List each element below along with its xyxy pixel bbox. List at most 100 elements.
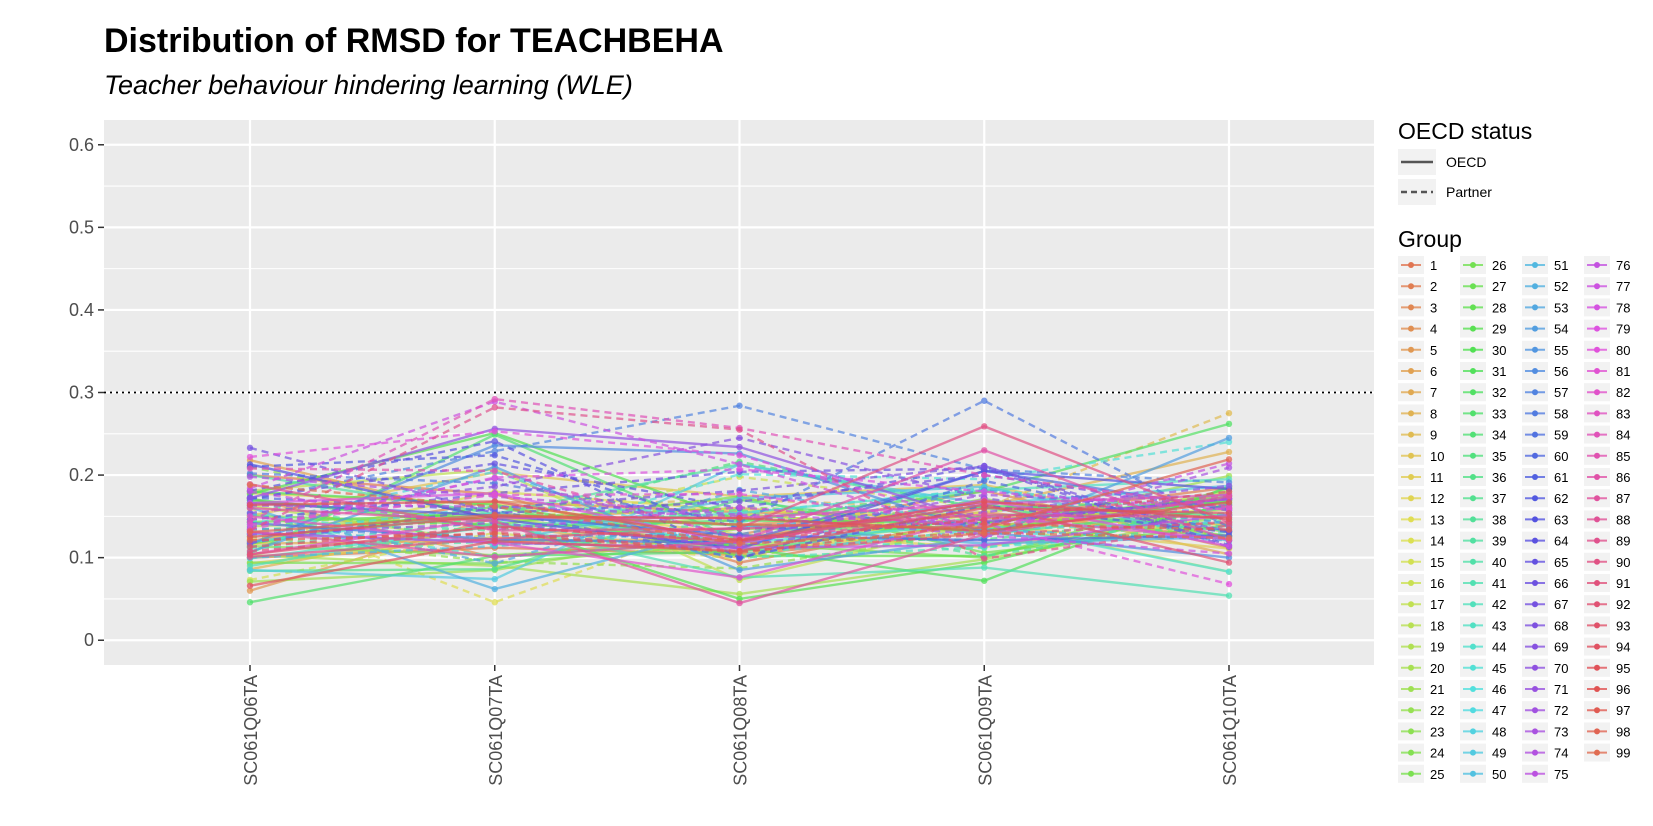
legend-item-group-15: 15 (1398, 552, 1444, 571)
legend-key-point (1532, 770, 1538, 777)
legend-key-point (1470, 601, 1476, 608)
series-line-71 (249, 484, 1230, 548)
legend-item-group-73: 73 (1522, 722, 1568, 741)
legend-item-group-81: 81 (1584, 362, 1630, 380)
legend-group-label: 64 (1554, 534, 1568, 549)
data-point (1225, 515, 1233, 523)
legend-key-point (1594, 558, 1600, 565)
legend-group-label: 61 (1554, 470, 1568, 485)
legend-key-point (1408, 389, 1414, 396)
legend-key-point (1594, 728, 1600, 735)
data-point (491, 460, 498, 467)
legend-group-label: 38 (1492, 512, 1506, 527)
legend-key-point (1594, 431, 1600, 438)
data-point (981, 498, 988, 505)
data-point (246, 501, 254, 509)
legend-key-point (1594, 474, 1600, 480)
legend-key-point (1532, 431, 1538, 438)
legend-item-group-70: 70 (1522, 658, 1568, 677)
legend-item-group-37: 37 (1460, 489, 1506, 508)
data-point (1225, 409, 1233, 417)
legend-group-label: 39 (1492, 534, 1506, 549)
legend-key-point (1532, 474, 1538, 480)
legend-group-label: 37 (1492, 491, 1506, 506)
legend-key-point (1408, 474, 1414, 480)
legend-key-point (1532, 283, 1538, 290)
legend-item-group-98: 98 (1584, 722, 1630, 741)
legend-key-point (1594, 707, 1600, 714)
legend-item-group-69: 69 (1522, 637, 1568, 656)
legend-group-label: 59 (1554, 428, 1568, 443)
legend-group-label: 15 (1430, 555, 1444, 570)
legend-key-point (1594, 643, 1600, 650)
legend-group-label: 14 (1430, 534, 1444, 549)
legend-key-point (1470, 304, 1476, 311)
legend-key-point (1532, 686, 1538, 692)
legend-group-label: 8 (1430, 406, 1437, 421)
legend-group-label: 26 (1492, 258, 1506, 273)
legend-item-group-71: 71 (1522, 680, 1568, 698)
legend-group-label: 71 (1554, 682, 1568, 697)
legend-item-group-18: 18 (1398, 616, 1444, 635)
data-point (1225, 448, 1233, 456)
legend-item-group-65: 65 (1522, 552, 1568, 571)
legend-item-group-48: 48 (1460, 722, 1506, 741)
legend-item-group-10: 10 (1398, 446, 1444, 465)
legend-item-group-97: 97 (1584, 701, 1630, 720)
legend-key-point (1408, 304, 1414, 311)
data-point (491, 491, 498, 499)
data-point (981, 504, 988, 512)
legend-key-point (1532, 368, 1538, 374)
data-point (736, 452, 743, 459)
legend-item-group-94: 94 (1584, 637, 1630, 656)
legend-key-point (1470, 622, 1476, 629)
legend-group-label: 86 (1616, 470, 1630, 485)
legend-key-point (1532, 495, 1538, 502)
legend-item-group-19: 19 (1398, 637, 1444, 656)
data-point (246, 513, 254, 520)
legend-key-point (1470, 707, 1476, 714)
legend-item-group-49: 49 (1460, 743, 1506, 762)
legend-group-label: 80 (1616, 343, 1630, 358)
legend-item-group-20: 20 (1398, 658, 1444, 677)
legend-item-group-16: 16 (1398, 574, 1444, 592)
data-point (491, 537, 498, 545)
legend-key-point (1532, 728, 1538, 735)
legend-key-point (1470, 770, 1476, 777)
legend-group-label: 94 (1616, 640, 1630, 655)
legend-oecd-label: Partner (1446, 184, 1492, 200)
legend-item-group-5: 5 (1398, 340, 1437, 359)
legend-group-label: 60 (1554, 449, 1568, 464)
data-point (1225, 550, 1233, 557)
legend-group-label: 96 (1616, 682, 1630, 697)
legend-item-group-29: 29 (1460, 319, 1506, 338)
series-line-45 (249, 440, 1230, 546)
legend-group-label: 4 (1430, 322, 1437, 337)
data-point (736, 599, 743, 607)
data-point (491, 518, 498, 525)
y-tick-label: 0.6 (69, 135, 94, 155)
legend-item-group-44: 44 (1460, 637, 1506, 656)
series-99 (246, 481, 1233, 547)
legend-item-group-22: 22 (1398, 701, 1444, 720)
legend-key-point (1470, 643, 1476, 650)
legend-group-label: 82 (1616, 385, 1630, 400)
legend-item-group-86: 86 (1584, 468, 1630, 486)
legend-group-label: 20 (1430, 661, 1444, 676)
legend-group-label: 53 (1554, 300, 1568, 315)
legend-group-label: 97 (1616, 703, 1630, 718)
data-point (1225, 456, 1233, 463)
legend-item-group-6: 6 (1398, 362, 1437, 380)
legend-item-group-67: 67 (1522, 595, 1568, 614)
legend-item-group-75: 75 (1522, 764, 1568, 783)
legend-key-point (1470, 389, 1476, 396)
legend-key-point (1408, 325, 1414, 332)
data-point (246, 481, 254, 489)
legend-key-point (1532, 389, 1538, 396)
y-tick-label: 0.2 (69, 465, 94, 485)
data-point (736, 443, 743, 451)
data-point (981, 447, 988, 454)
data-point (1225, 488, 1233, 495)
legend-item-group-39: 39 (1460, 531, 1506, 550)
legend-key-point (1594, 410, 1600, 417)
